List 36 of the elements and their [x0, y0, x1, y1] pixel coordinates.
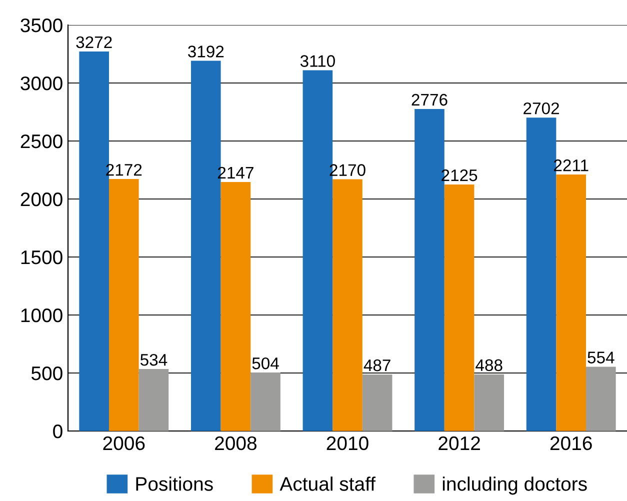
- y-tick-label: 3500: [20, 18, 62, 32]
- bar: [220, 182, 251, 431]
- x-tick-label: 2016: [550, 436, 592, 450]
- data-label: 488: [476, 359, 502, 372]
- bar: [108, 179, 139, 431]
- y-tick-label: 3000: [20, 76, 62, 90]
- bar: [444, 184, 474, 431]
- x-tick-label: 2010: [326, 436, 368, 450]
- x-tick-label: 2008: [215, 436, 256, 450]
- data-label: 3192: [188, 46, 224, 58]
- data-label: 534: [140, 354, 168, 366]
- x-tick-label: 2012: [438, 436, 480, 450]
- bar: [138, 369, 169, 431]
- data-label: 3110: [300, 55, 335, 67]
- bar: [474, 374, 504, 431]
- legend-label: Positions: [136, 476, 213, 491]
- bar: [556, 174, 586, 431]
- x-tick-label: 2006: [103, 436, 145, 450]
- y-tick-label: 2500: [20, 134, 62, 148]
- data-label: 487: [364, 359, 390, 372]
- legend-label: Actual staff: [280, 476, 376, 491]
- data-label: 2776: [412, 94, 448, 106]
- y-tick-label: 1500: [21, 250, 62, 264]
- bar: [250, 372, 280, 431]
- y-tick-label: 0: [53, 424, 62, 438]
- y-tick-label: 500: [31, 366, 62, 380]
- bar: [586, 366, 616, 431]
- bar: [332, 179, 362, 431]
- y-tick-label: 1000: [21, 308, 62, 322]
- data-label: 554: [588, 352, 614, 364]
- data-label: 2702: [524, 102, 559, 114]
- y-tick-label: 2000: [20, 192, 62, 206]
- data-label: 504: [252, 357, 279, 370]
- bar: [362, 374, 392, 431]
- data-label: 3272: [76, 36, 112, 48]
- legend-label: including doctors: [442, 476, 587, 495]
